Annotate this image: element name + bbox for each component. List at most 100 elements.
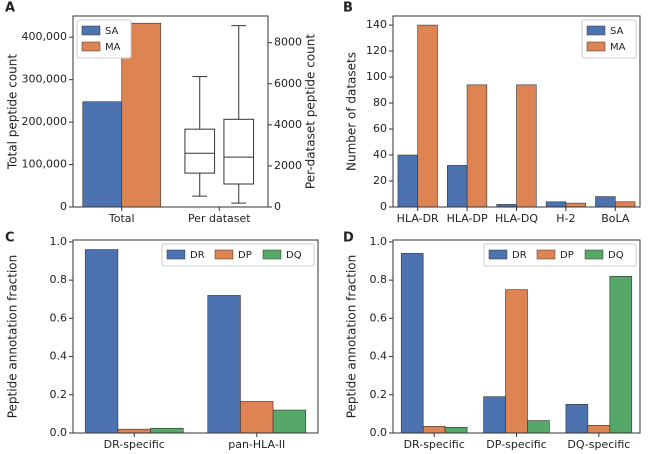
y-tick-label: 120 [366, 44, 387, 57]
y2-tick-label: 8000 [274, 36, 302, 49]
panel-label: B [343, 1, 353, 16]
y-tick-label: 0.0 [50, 426, 68, 439]
legend-swatch [488, 249, 508, 260]
bar [397, 154, 419, 208]
panel-label: D [343, 231, 354, 246]
x-tick-label: HLA-DP [447, 212, 488, 225]
x-tick-label: DQ-specific [567, 438, 630, 451]
y-tick-label: 0.2 [370, 388, 388, 401]
y-tick-label: 0.6 [370, 311, 388, 324]
bar [609, 276, 633, 434]
y-tick-label: 0.8 [50, 273, 68, 286]
y-axis-label: Total peptide count [6, 54, 20, 170]
y-tick-label: 0.2 [50, 388, 68, 401]
bar [505, 289, 528, 434]
x-tick-label: H-2 [556, 212, 575, 225]
box [184, 128, 216, 174]
bar [417, 24, 438, 208]
x-tick-label: HLA-DR [397, 212, 439, 225]
y-axis-label: Peptide annotation fraction [345, 255, 359, 419]
x-tick-label: DR-specific [404, 438, 465, 451]
bar [614, 201, 636, 208]
y-tick-label: 200,000 [22, 115, 68, 128]
legend-label: MA [610, 42, 626, 53]
x-tick-label: DR-specific [104, 438, 165, 451]
y2-tick-label: 6000 [274, 77, 302, 90]
legend-swatch [166, 249, 186, 260]
y-tick-label: 80 [373, 96, 387, 109]
legend-frame [76, 19, 132, 59]
x-tick-label: BoLA [601, 212, 630, 225]
panel-label: C [5, 231, 15, 246]
bar [447, 165, 468, 208]
legend-label: SA [105, 26, 119, 37]
y2-axis-label: Per-dataset peptide count [304, 34, 318, 189]
bar [422, 426, 446, 434]
x-tick-label: Per dataset [188, 212, 251, 225]
y-tick-label: 300,000 [22, 73, 68, 86]
x-tick-label: Total [108, 212, 135, 225]
x-tick-label: DP-specific [486, 438, 546, 451]
legend-label: DQ [286, 250, 302, 261]
y2-tick-label: 0 [274, 200, 281, 213]
legend-label: DP [238, 250, 252, 261]
bar [84, 249, 119, 434]
bar [150, 427, 184, 434]
legend-label: DP [560, 250, 574, 261]
legend-swatch [584, 249, 604, 260]
y-tick-label: 1.0 [50, 235, 68, 248]
y-tick-label: 0 [60, 200, 67, 213]
bar [272, 409, 307, 434]
legend-label: SA [610, 26, 624, 37]
y-tick-label: 20 [373, 174, 387, 187]
legend-label: DQ [608, 250, 624, 261]
box [223, 118, 255, 185]
y2-tick-label: 4000 [274, 118, 302, 131]
legend-frame [483, 243, 637, 267]
legend-swatch [214, 249, 234, 260]
bar [207, 295, 241, 434]
y-tick-label: 40 [373, 148, 387, 161]
axes-frame [72, 15, 269, 208]
y2-tick-label: 2000 [274, 159, 302, 172]
legend-frame [161, 243, 315, 267]
legend-swatch [586, 41, 606, 52]
y-tick-label: 0.8 [370, 273, 388, 286]
bar [527, 420, 550, 434]
y-tick-label: 100,000 [22, 158, 68, 171]
legend-swatch [586, 25, 606, 36]
legend-swatch [81, 25, 101, 36]
x-tick-label: pan-HLA-II [228, 438, 285, 451]
bar [400, 253, 424, 434]
bar [587, 425, 611, 434]
panel-label: A [5, 1, 15, 16]
y-axis-label: Peptide annotation fraction [6, 255, 20, 419]
y-tick-label: 0.6 [50, 311, 68, 324]
y-tick-label: 400,000 [22, 30, 68, 43]
legend-swatch [536, 249, 556, 260]
y-tick-label: 140 [366, 18, 387, 31]
bar [82, 101, 123, 208]
legend-label: DR [190, 250, 205, 261]
y-tick-label: 100 [366, 70, 387, 83]
axes-frame [72, 239, 319, 434]
y-tick-label: 0.4 [370, 350, 388, 363]
bar [565, 202, 586, 208]
legend-label: DR [512, 250, 527, 261]
y-tick-label: 60 [373, 122, 387, 135]
bar [117, 428, 151, 434]
legend-label: MA [105, 42, 121, 53]
bar [444, 426, 468, 434]
legend-frame [581, 19, 637, 59]
legend-swatch [81, 41, 101, 52]
bar [483, 396, 506, 434]
y-axis-label: Number of datasets [345, 52, 359, 171]
bar [565, 404, 589, 434]
y-tick-label: 0 [380, 200, 387, 213]
x-tick-label: HLA-DQ [495, 212, 538, 225]
y-tick-label: 0.4 [50, 350, 68, 363]
legend-swatch [262, 249, 282, 260]
bar [240, 401, 274, 434]
bar [545, 201, 567, 208]
